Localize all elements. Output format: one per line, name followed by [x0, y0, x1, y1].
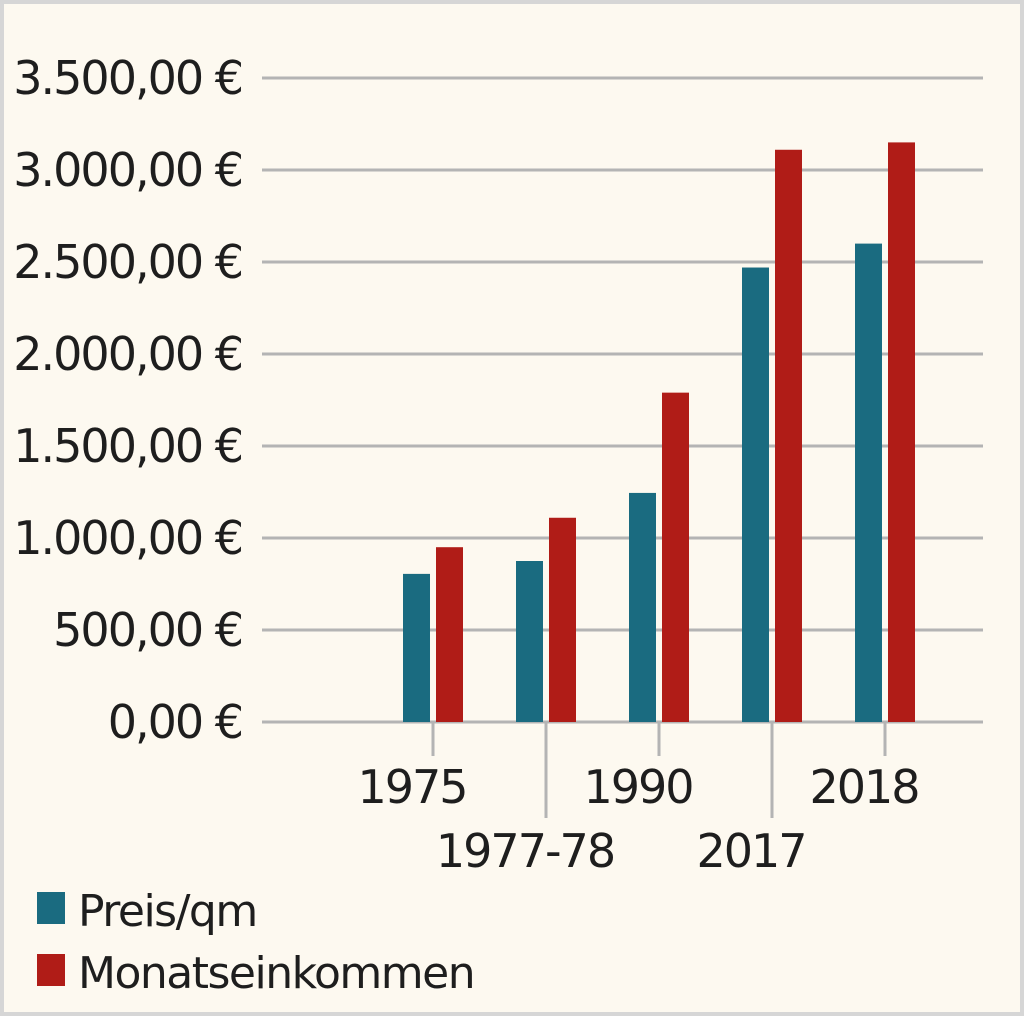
y-axis-tick-labels: 0,00 € 500,00 € 1.000,00 € 1.500,00 € 2.000,…	[13, 51, 244, 749]
y-tick-label: 2.000,00 €	[13, 327, 242, 381]
bar-monatseinkommen	[775, 149, 802, 722]
x-category-label: 1977-78	[436, 824, 614, 878]
bar-monatseinkommen	[549, 517, 576, 722]
bar-monatseinkommen	[436, 547, 463, 722]
y-tick-label: 0,00 €	[108, 695, 242, 749]
bar-preis-qm	[516, 561, 543, 722]
bar-monatseinkommen	[662, 392, 689, 722]
y-tick-label: 500,00 €	[53, 603, 242, 657]
legend-label: Preis/qm	[78, 886, 257, 937]
legend-label: Monatseinkommen	[78, 948, 474, 999]
y-tick-label: 1.500,00 €	[13, 419, 242, 473]
bar-preis-qm	[742, 267, 769, 722]
x-category-label: 1975	[357, 760, 466, 814]
legend-swatch	[37, 954, 65, 986]
legend-swatch	[37, 892, 65, 924]
y-tick-label: 3.500,00 €	[13, 51, 242, 105]
bars	[403, 142, 915, 722]
legend: Preis/qm Monatseinkommen	[37, 886, 476, 999]
bar-preis-qm	[403, 573, 430, 722]
x-category-label: 2017	[696, 824, 805, 878]
bar-preis-qm	[629, 492, 656, 722]
x-category-label: 1990	[583, 760, 692, 814]
x-category-label: 2018	[809, 760, 918, 814]
y-tick-label: 3.000,00 €	[13, 143, 242, 197]
bar-monatseinkommen	[888, 142, 915, 722]
bar-preis-qm	[855, 243, 882, 722]
y-tick-label: 2.500,00 €	[13, 235, 242, 289]
y-tick-label: 1.000,00 €	[13, 511, 242, 565]
